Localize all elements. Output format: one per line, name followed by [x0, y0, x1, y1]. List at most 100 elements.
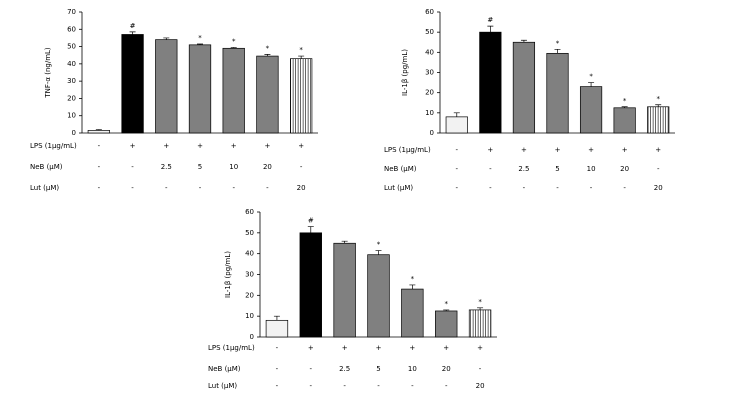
bar: [647, 106, 670, 134]
condition-label: Lut (μM): [30, 184, 59, 192]
bar: [613, 107, 636, 134]
error-bar: [264, 54, 271, 57]
bar: [435, 310, 458, 338]
condition-cell: +: [163, 142, 169, 150]
y-tick-label: 40: [67, 60, 76, 68]
bar: [479, 31, 502, 134]
significance-mark: *: [589, 73, 593, 81]
error-bar: [554, 48, 561, 54]
significance-mark: *: [411, 275, 415, 283]
error-bar: [341, 240, 348, 244]
condition-cell: -: [276, 382, 279, 390]
y-tick-label: 30: [245, 271, 254, 279]
condition-cell: +: [477, 344, 483, 352]
condition-cell: 5: [555, 165, 559, 173]
condition-label: LPS (1μg/mL): [208, 344, 255, 352]
condition-cell: +: [342, 344, 348, 352]
significance-mark: *: [623, 97, 627, 105]
error-bar: [197, 43, 203, 45]
condition-cell: +: [588, 146, 594, 154]
y-tick-label: 20: [425, 89, 434, 97]
bar: [87, 130, 110, 134]
y-tick-label: 10: [67, 112, 76, 120]
bar: [222, 47, 245, 134]
condition-cell: 5: [198, 163, 202, 171]
condition-cell: 10: [587, 165, 596, 173]
condition-label: Lut (μM): [384, 184, 413, 192]
y-tick-label: 60: [67, 25, 76, 33]
condition-label: NeB (μM): [208, 365, 241, 373]
condition-cell: -: [556, 184, 559, 192]
y-tick-label: 50: [425, 28, 434, 36]
condition-cell: -: [590, 184, 593, 192]
y-tick-label: 0: [250, 333, 254, 341]
bar: [155, 39, 178, 134]
condition-cell: +: [521, 146, 527, 154]
condition-cell: -: [300, 163, 303, 171]
condition-cell: 20: [476, 382, 485, 390]
significance-mark: *: [198, 34, 202, 42]
significance-mark: *: [266, 44, 270, 52]
condition-cell: -: [445, 382, 448, 390]
condition-cell: -: [489, 165, 492, 173]
bar: [188, 44, 212, 134]
bar: [256, 55, 279, 134]
y-tick-label: 10: [245, 312, 254, 320]
condition-cell: -: [456, 146, 459, 154]
significance-mark: *: [444, 300, 448, 308]
bar: [401, 288, 424, 338]
significance-mark: *: [656, 95, 660, 103]
bar: [290, 58, 313, 134]
condition-cell: +: [231, 142, 237, 150]
condition-cell: -: [377, 382, 380, 390]
condition-cell: 5: [376, 365, 380, 373]
bar: [445, 116, 468, 134]
condition-cell: -: [456, 184, 459, 192]
significance-mark: *: [232, 37, 236, 45]
condition-cell: +: [308, 344, 314, 352]
y-axis-label: IL-1β (pg/mL): [401, 49, 409, 96]
y-tick-label: 70: [67, 8, 76, 16]
error-bar: [298, 55, 305, 59]
condition-cell: -: [479, 365, 482, 373]
bar: [546, 52, 569, 134]
condition-cell: -: [199, 184, 202, 192]
condition-cell: -: [98, 142, 101, 150]
error-bar: [273, 315, 280, 321]
condition-label: Lut (μM): [208, 382, 237, 390]
y-tick-label: 50: [245, 229, 254, 237]
condition-cell: +: [655, 146, 661, 154]
error-bar: [163, 37, 170, 40]
condition-cell: +: [622, 146, 628, 154]
condition-cell: 2.5: [339, 365, 350, 373]
condition-cell: -: [98, 184, 101, 192]
y-axis-label: TNF-α (ng/mL): [44, 47, 52, 99]
condition-cell: -: [165, 184, 168, 192]
error-bar: [307, 226, 314, 233]
condition-cell: +: [197, 142, 203, 150]
y-tick-label: 20: [245, 291, 254, 299]
significance-mark: #: [487, 16, 493, 24]
condition-cell: -: [623, 184, 626, 192]
condition-cell: 2.5: [518, 165, 529, 173]
condition-cell: +: [264, 142, 270, 150]
condition-cell: +: [409, 344, 415, 352]
error-bar: [655, 104, 662, 107]
condition-cell: -: [232, 184, 235, 192]
condition-cell: 10: [408, 365, 417, 373]
y-tick-label: 0: [430, 129, 434, 137]
condition-cell: -: [310, 382, 313, 390]
condition-cell: -: [657, 165, 660, 173]
y-tick-label: 30: [67, 77, 76, 85]
condition-cell: -: [310, 365, 313, 373]
condition-cell: -: [98, 163, 101, 171]
condition-cell: 20: [654, 184, 663, 192]
condition-cell: -: [523, 184, 526, 192]
condition-cell: 10: [229, 163, 238, 171]
y-tick-label: 0: [72, 129, 76, 137]
condition-cell: 20: [297, 184, 306, 192]
error-bar: [230, 47, 237, 49]
condition-cell: -: [276, 365, 279, 373]
bar: [121, 34, 144, 134]
error-bar: [129, 31, 136, 35]
